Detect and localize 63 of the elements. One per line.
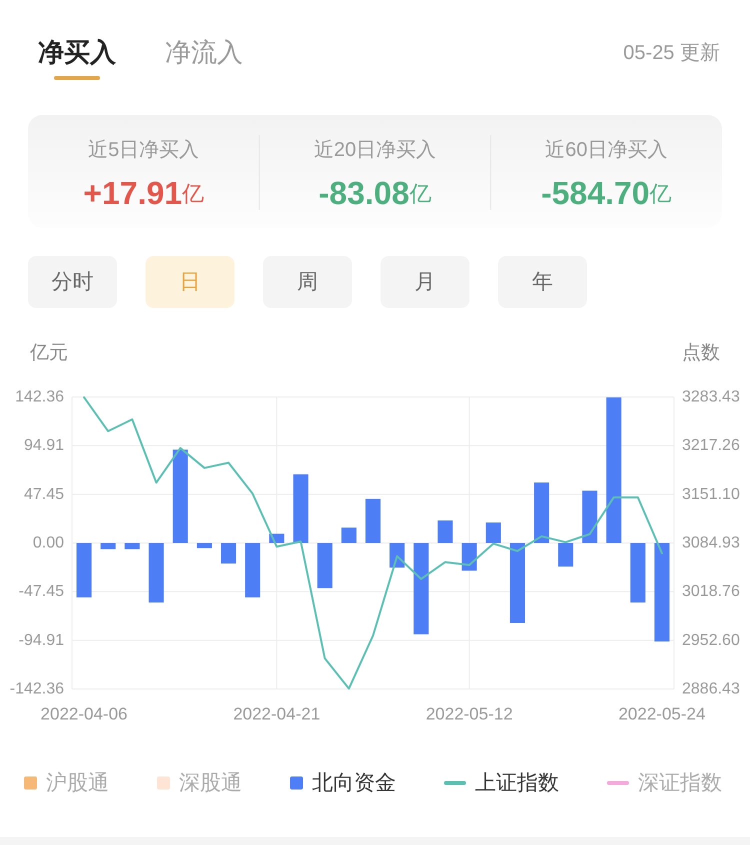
- y-tick-label: 47.45: [24, 486, 64, 503]
- y-tick-label: -142.36: [10, 680, 64, 698]
- legend-label: 深股通: [179, 772, 242, 794]
- text: 05-25 更新: [623, 42, 720, 64]
- bar: [341, 528, 356, 543]
- x-tick-label: 2022-04-21: [233, 704, 320, 724]
- y2-tick-label: 2886.43: [682, 680, 740, 698]
- text: -83.08亿: [318, 175, 432, 211]
- y2-tick-label: 3084.93: [682, 534, 740, 552]
- text: 分时: [52, 270, 94, 294]
- bar: [558, 543, 574, 567]
- bar: [365, 498, 381, 543]
- bar: [148, 543, 164, 602]
- bar: [196, 543, 212, 548]
- y2-tick-label: 2952.60: [682, 632, 740, 649]
- y2-axis-title: 点数: [682, 342, 720, 364]
- text: 月: [414, 270, 436, 294]
- y-tick-label: 142.36: [15, 388, 64, 406]
- bar: [76, 543, 92, 598]
- bar: [317, 543, 332, 588]
- text: +17.91亿: [83, 175, 204, 211]
- bar: [606, 397, 622, 543]
- y2-tick-label: 3151.10: [682, 486, 740, 503]
- text: 近5日净买入: [88, 139, 200, 161]
- x-tick-label: 2022-04-06: [40, 704, 128, 724]
- bar: [462, 543, 477, 571]
- bar: [510, 543, 526, 623]
- text: -584.70亿: [541, 175, 672, 211]
- text: 净流入: [165, 37, 243, 67]
- bar: [414, 543, 429, 634]
- text: 日: [180, 270, 200, 294]
- y-tick-label: 0.00: [32, 534, 64, 552]
- legend-label: 沪股通: [46, 772, 109, 794]
- x-tick-label: 2022-05-12: [426, 704, 513, 724]
- legend-label: 深证指数: [638, 772, 722, 794]
- y-tick-label: -94.91: [18, 632, 64, 649]
- text: 周: [297, 270, 318, 294]
- text: 年: [532, 270, 553, 294]
- y-axis-title: 亿元: [29, 342, 68, 364]
- bar: [100, 543, 116, 550]
- line-series: [83, 396, 663, 690]
- bar: [438, 520, 453, 543]
- y2-tick-label: 3217.26: [682, 437, 740, 454]
- y2-tick-label: 3283.43: [682, 388, 740, 406]
- bar: [630, 543, 646, 602]
- bar: [293, 474, 308, 543]
- y-tick-label: -47.45: [18, 583, 64, 600]
- y2-tick-label: 3018.76: [682, 583, 740, 600]
- text: 近60日净买入: [545, 139, 668, 161]
- bar: [245, 543, 260, 598]
- bar: [534, 482, 550, 543]
- y-tick-label: 94.91: [24, 437, 64, 454]
- legend-label: 上证指数: [475, 772, 559, 794]
- legend-label: 北向资金: [312, 772, 396, 794]
- bar: [124, 543, 140, 550]
- x-tick-label: 2022-05-24: [618, 704, 706, 724]
- bar: [220, 543, 236, 564]
- bar: [582, 490, 598, 543]
- text: 净买入: [38, 37, 117, 67]
- bar: [654, 543, 670, 642]
- bar: [172, 450, 188, 543]
- text: 近20日净买入: [314, 139, 436, 161]
- bar: [486, 522, 501, 543]
